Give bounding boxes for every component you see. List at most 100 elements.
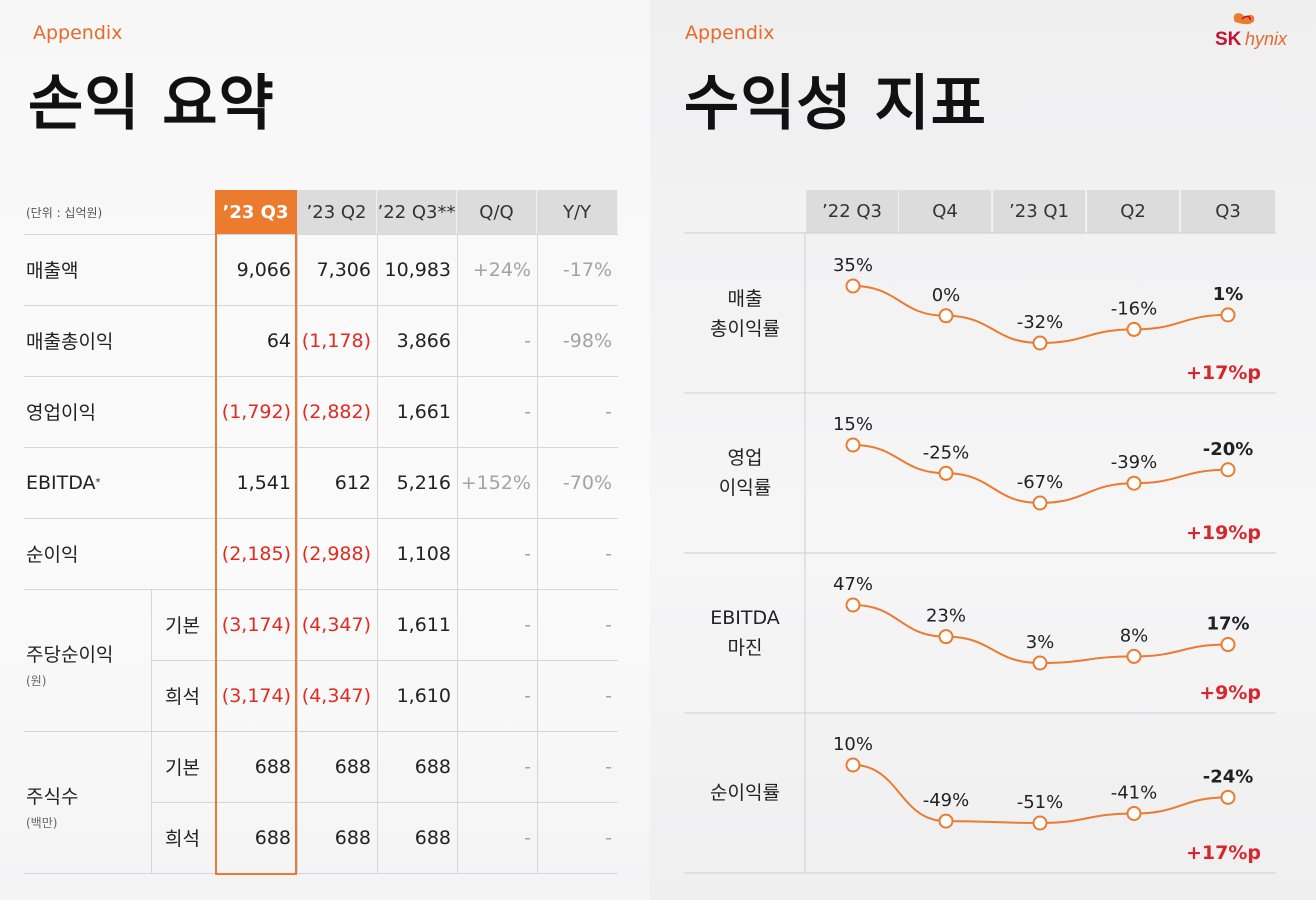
data-point: [1126, 648, 1142, 664]
table-cell: -: [524, 755, 531, 778]
metric-label: 순이익률: [690, 778, 800, 808]
column-header-23q3: ’23 Q3: [215, 190, 297, 234]
table-cell: -: [524, 542, 531, 565]
data-point: [845, 437, 861, 453]
yoy-delta-label: +17%p: [1186, 842, 1261, 864]
table-cell: 9,066: [236, 258, 291, 281]
metric-label-line: 이익률: [718, 477, 772, 499]
table-cell: 5,216: [396, 471, 451, 494]
metric-label-line: 순이익률: [710, 782, 780, 804]
profitability-line-chart: 35% 0% -32% -16% 1% +17%p 15% -25% -67% -39% -20% +…: [684, 232, 1276, 874]
table-cell: 688: [254, 755, 291, 778]
column-header-23q2: ’23 Q2: [297, 190, 377, 234]
unit-label: (단위 : 십억원): [26, 205, 103, 220]
sub-row-label: 기본: [165, 757, 200, 779]
row-label: 순이익: [26, 518, 78, 589]
data-point: [1126, 321, 1142, 337]
metric-label: EBITDA 마진: [690, 603, 800, 663]
row-label-text: 매출액: [26, 260, 79, 282]
profitability-panel: Appendix 수익성 지표 SK hynix ’22 Q3 Q4’23 Q1 Q…: [650, 0, 1316, 900]
logo-name: hynix: [1245, 29, 1288, 49]
data-label: -49%: [923, 790, 970, 811]
row-label-text: EBITDA: [26, 471, 96, 494]
sub-row-label: 희석: [165, 828, 200, 850]
income-summary-panel: Appendix 손익 요약 (단위 : 십억원) ’23 Q3 ’23 Q2 …: [0, 0, 650, 900]
data-point: [938, 465, 954, 481]
table-cell: -: [605, 684, 612, 707]
table-cell: -: [524, 826, 531, 849]
data-point: [1032, 495, 1048, 511]
table-cell: 612: [334, 471, 371, 494]
column-divider: [537, 234, 538, 873]
group-label: 주당순이익: [26, 643, 114, 666]
row-label: 영업이익: [26, 376, 96, 447]
quarter-header: Q4: [899, 190, 992, 233]
quarter-header: ’22 Q3: [806, 190, 899, 233]
row-divider: [151, 802, 618, 803]
data-point: [1032, 655, 1048, 671]
quarter-header: Q3: [1181, 190, 1276, 233]
column-divider: [377, 234, 378, 873]
logo-brand: SK: [1215, 29, 1242, 50]
quarter-header: Q2: [1087, 190, 1180, 233]
table-cell: 1,610: [396, 684, 451, 707]
row-label-text: 순이익: [26, 544, 79, 566]
table-cell: 3,866: [396, 329, 451, 352]
data-point: [1032, 815, 1048, 831]
data-label: 17%: [1206, 614, 1249, 635]
row-divider: [24, 234, 618, 235]
data-point: [1220, 307, 1236, 323]
column-divider: [297, 234, 298, 873]
sub-row-label: 기본: [165, 615, 200, 637]
metric-label-line: 마진: [727, 637, 763, 659]
data-label: 8%: [1120, 625, 1149, 646]
row-divider: [24, 873, 618, 874]
metric-label-line: 총이익률: [710, 317, 780, 340]
data-label: 3%: [1026, 632, 1055, 653]
page-title: 수익성 지표: [684, 69, 987, 139]
appendix-label: Appendix: [685, 22, 775, 44]
table-cell: +24%: [472, 258, 531, 281]
data-label: 15%: [833, 414, 873, 435]
column-header-yoy: Y/Y: [537, 190, 618, 234]
data-label: -51%: [1017, 792, 1064, 813]
data-label: -41%: [1111, 782, 1158, 803]
table-cell: -98%: [562, 329, 612, 352]
table-cell: 688: [414, 826, 451, 849]
footnote-mark: *: [95, 477, 101, 488]
table-cell: -17%: [562, 258, 612, 281]
table-cell: -: [605, 400, 612, 423]
row-divider: [151, 660, 618, 661]
table-cell: 1,541: [236, 471, 291, 494]
row-divider: [24, 518, 618, 519]
table-cell: -: [605, 755, 612, 778]
row-divider: [24, 731, 618, 732]
data-point: [1220, 789, 1236, 805]
table-cell: (4,347): [301, 613, 371, 636]
table-cell: (2,882): [301, 400, 371, 423]
sub-row-label: 희석: [165, 686, 200, 708]
data-label: 0%: [932, 285, 961, 306]
metric-label-line: 영업: [727, 447, 763, 469]
yoy-delta-label: +17%p: [1186, 362, 1261, 384]
table-cell: 688: [254, 826, 291, 849]
data-point: [845, 597, 861, 613]
table-cell: (1,178): [301, 329, 371, 352]
table-cell: 7,306: [316, 258, 371, 281]
data-point: [938, 629, 954, 645]
row-label-text: 매출총이익: [26, 331, 114, 353]
row-divider: [24, 376, 618, 377]
table-cell: (4,347): [301, 684, 371, 707]
data-label: -16%: [1111, 298, 1158, 319]
table-cell: -: [605, 613, 612, 636]
data-label: 1%: [1213, 284, 1244, 305]
data-point: [1220, 462, 1236, 478]
row-label: 매출액: [26, 234, 78, 305]
column-header-qoq: Q/Q: [457, 190, 537, 234]
row-divider: [24, 305, 618, 306]
group-label: 주식수: [26, 785, 79, 808]
table-cell: (3,174): [221, 613, 291, 636]
table-cell: -: [605, 826, 612, 849]
table-cell: (2,988): [301, 542, 371, 565]
